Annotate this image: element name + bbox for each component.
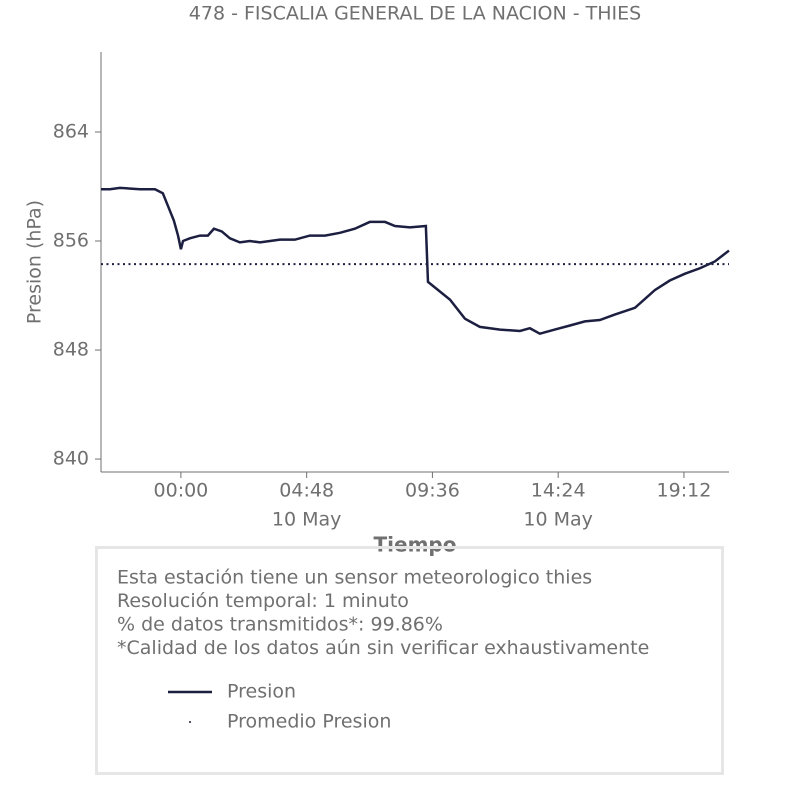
x-tick-date: 10 May xyxy=(523,509,593,531)
legend-label: Presion xyxy=(227,681,296,703)
x-tick-date: 10 May xyxy=(272,509,342,531)
x-tick-label: 19:12 xyxy=(657,480,712,502)
y-tick-label: 864 xyxy=(53,120,89,142)
legend-marker xyxy=(189,721,191,723)
info-line: *Calidad de los datos aún sin verificar … xyxy=(117,637,649,659)
info-line: Esta estación tiene un sensor meteorolog… xyxy=(117,567,592,589)
data-line xyxy=(101,186,730,336)
y-tick-label: 856 xyxy=(53,230,89,252)
x-tick-label: 14:24 xyxy=(531,480,586,502)
y-axis-label: Presion (hPa) xyxy=(24,200,46,324)
x-tick-label: 04:48 xyxy=(279,480,334,502)
x-axis-label: Tiempo xyxy=(374,533,457,557)
x-tick-label: 00:00 xyxy=(154,480,209,502)
chart-title: 478 - FISCALIA GENERAL DE LA NACION - TH… xyxy=(189,3,641,25)
x-tick-label: 09:36 xyxy=(405,480,460,502)
y-tick-label: 840 xyxy=(53,448,89,470)
info-box xyxy=(95,546,724,775)
info-line: Resolución temporal: 1 minuto xyxy=(117,590,409,612)
info-line: % de datos transmitidos*: 99.86% xyxy=(117,614,443,636)
legend-label: Promedio Presion xyxy=(227,711,391,733)
y-tick-label: 848 xyxy=(53,339,89,361)
